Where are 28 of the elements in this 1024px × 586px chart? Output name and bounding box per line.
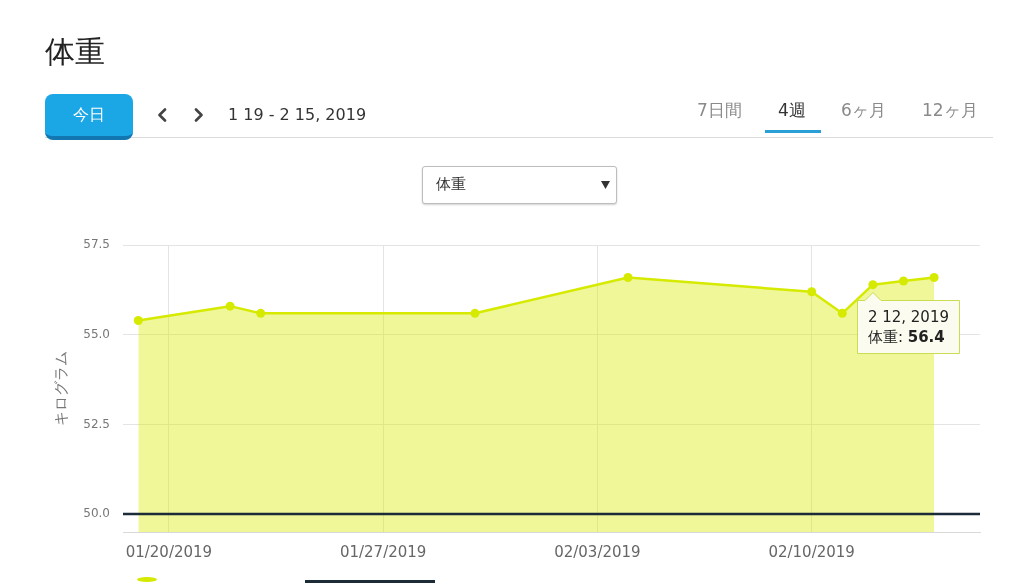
point [623, 272, 633, 282]
y-tick-label: 57.5 [83, 237, 110, 252]
text: 体重 [436, 174, 466, 194]
y-tick-label: 55.0 [83, 326, 110, 341]
text: 7日間 [697, 99, 742, 121]
point [225, 301, 235, 311]
text: 4週 [778, 99, 806, 121]
point [133, 315, 143, 325]
y-tick-label: 50.0 [83, 506, 110, 521]
text: 今日 [73, 105, 105, 125]
point [898, 276, 908, 286]
x-tick-label: 01/27/2019 [339, 542, 427, 561]
point [807, 287, 817, 297]
point [837, 308, 847, 318]
point [868, 280, 878, 290]
point [929, 272, 939, 282]
text: 12ヶ月 [922, 99, 978, 121]
point [470, 308, 480, 318]
x-tick-label: 01/20/2019 [125, 542, 213, 561]
y-axis-title: キログラム [51, 351, 70, 427]
text: 6ヶ月 [841, 99, 886, 121]
chart-title: 体重 [45, 33, 105, 71]
point [256, 308, 266, 318]
x-tick-label: 02/10/2019 [768, 542, 855, 561]
x-tick-label: 02/03/2019 [554, 542, 641, 561]
y-tick-label: 52.5 [83, 416, 110, 431]
annotation: 2 12, 2019 体重: 56.4 [867, 306, 949, 346]
chart-subtitle: 1 19 - 2 15, 2019 [228, 105, 367, 125]
